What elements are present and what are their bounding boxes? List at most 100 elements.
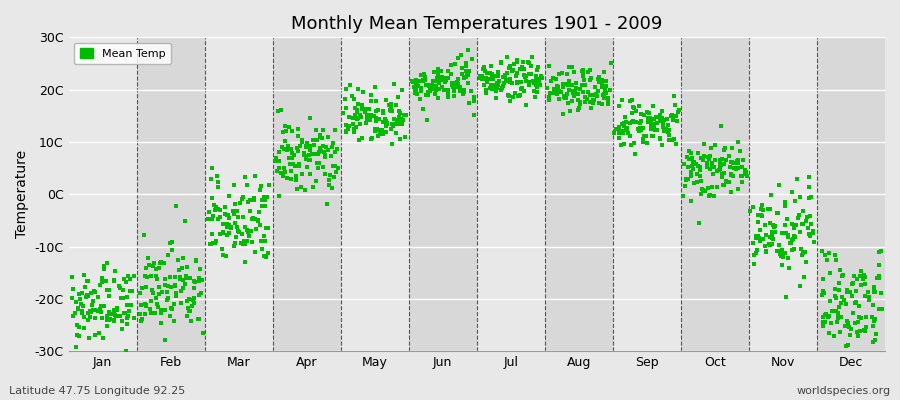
Point: [567, 92, 581, 99]
Point: [187, 279, 202, 286]
Point: [307, 142, 321, 148]
Point: [431, 66, 446, 72]
Point: [592, 79, 607, 85]
Point: [644, 126, 658, 132]
Point: [641, 118, 655, 124]
Point: [637, 112, 652, 118]
Point: [503, 76, 517, 83]
Point: [498, 72, 512, 78]
Point: [408, 90, 422, 96]
Point: [603, 87, 617, 93]
Point: [69, 299, 84, 305]
Point: [417, 71, 431, 78]
Point: [717, 181, 732, 188]
Point: [518, 72, 532, 78]
Point: [135, 284, 149, 291]
Point: [230, 228, 245, 234]
Point: [860, 323, 874, 330]
Point: [211, 206, 225, 212]
Point: [272, 148, 286, 155]
Point: [243, 196, 257, 203]
Point: [828, 251, 842, 258]
Point: [220, 220, 234, 227]
Point: [310, 164, 325, 171]
Point: [816, 323, 831, 330]
Point: [706, 193, 721, 199]
Point: [691, 220, 706, 226]
Point: [500, 54, 514, 61]
Point: [798, 218, 813, 224]
Point: [867, 284, 881, 290]
Point: [850, 329, 864, 335]
Point: [429, 83, 444, 89]
Point: [706, 171, 720, 177]
Point: [794, 246, 808, 252]
Point: [186, 297, 201, 303]
Point: [235, 196, 249, 202]
Point: [434, 68, 448, 74]
Point: [284, 176, 299, 183]
Point: [485, 72, 500, 78]
Point: [248, 216, 262, 222]
Point: [642, 110, 656, 116]
Point: [369, 98, 383, 104]
Point: [376, 110, 391, 116]
Point: [754, 202, 769, 208]
Point: [429, 75, 444, 81]
Point: [821, 314, 835, 321]
Point: [825, 308, 840, 314]
Point: [165, 306, 179, 312]
Point: [866, 339, 880, 346]
Point: [817, 252, 832, 258]
Point: [831, 313, 845, 320]
Point: [346, 126, 361, 132]
Point: [478, 68, 492, 74]
Point: [282, 155, 296, 162]
Point: [738, 166, 752, 173]
Point: [848, 300, 862, 307]
Point: [378, 116, 392, 122]
Point: [860, 314, 874, 320]
Point: [627, 140, 642, 146]
Point: [850, 333, 865, 339]
Point: [795, 252, 809, 259]
Point: [791, 214, 806, 221]
Point: [460, 70, 474, 77]
Point: [775, 230, 789, 236]
Point: [717, 145, 732, 152]
Point: [65, 274, 79, 280]
Point: [120, 302, 134, 308]
Point: [529, 73, 544, 79]
Point: [625, 96, 639, 103]
Point: [762, 220, 777, 226]
Point: [512, 93, 526, 100]
Point: [361, 116, 375, 123]
Point: [479, 75, 493, 82]
Point: [250, 217, 265, 224]
Point: [477, 76, 491, 82]
Point: [832, 329, 847, 336]
Point: [227, 211, 241, 217]
Point: [597, 91, 611, 98]
Point: [75, 310, 89, 316]
Point: [829, 308, 843, 315]
Point: [827, 333, 842, 340]
Point: [766, 222, 780, 228]
Point: [683, 172, 698, 179]
Point: [772, 242, 787, 249]
Point: [224, 225, 238, 231]
Point: [457, 86, 472, 93]
Point: [69, 322, 84, 328]
Point: [575, 89, 590, 96]
Point: [713, 157, 727, 163]
Point: [255, 246, 269, 252]
Point: [793, 283, 807, 290]
Point: [350, 101, 365, 108]
Point: [562, 64, 576, 70]
Point: [149, 266, 164, 272]
Point: [484, 63, 499, 69]
Point: [832, 287, 846, 293]
Point: [383, 105, 398, 111]
Point: [146, 290, 160, 296]
Point: [382, 102, 397, 108]
